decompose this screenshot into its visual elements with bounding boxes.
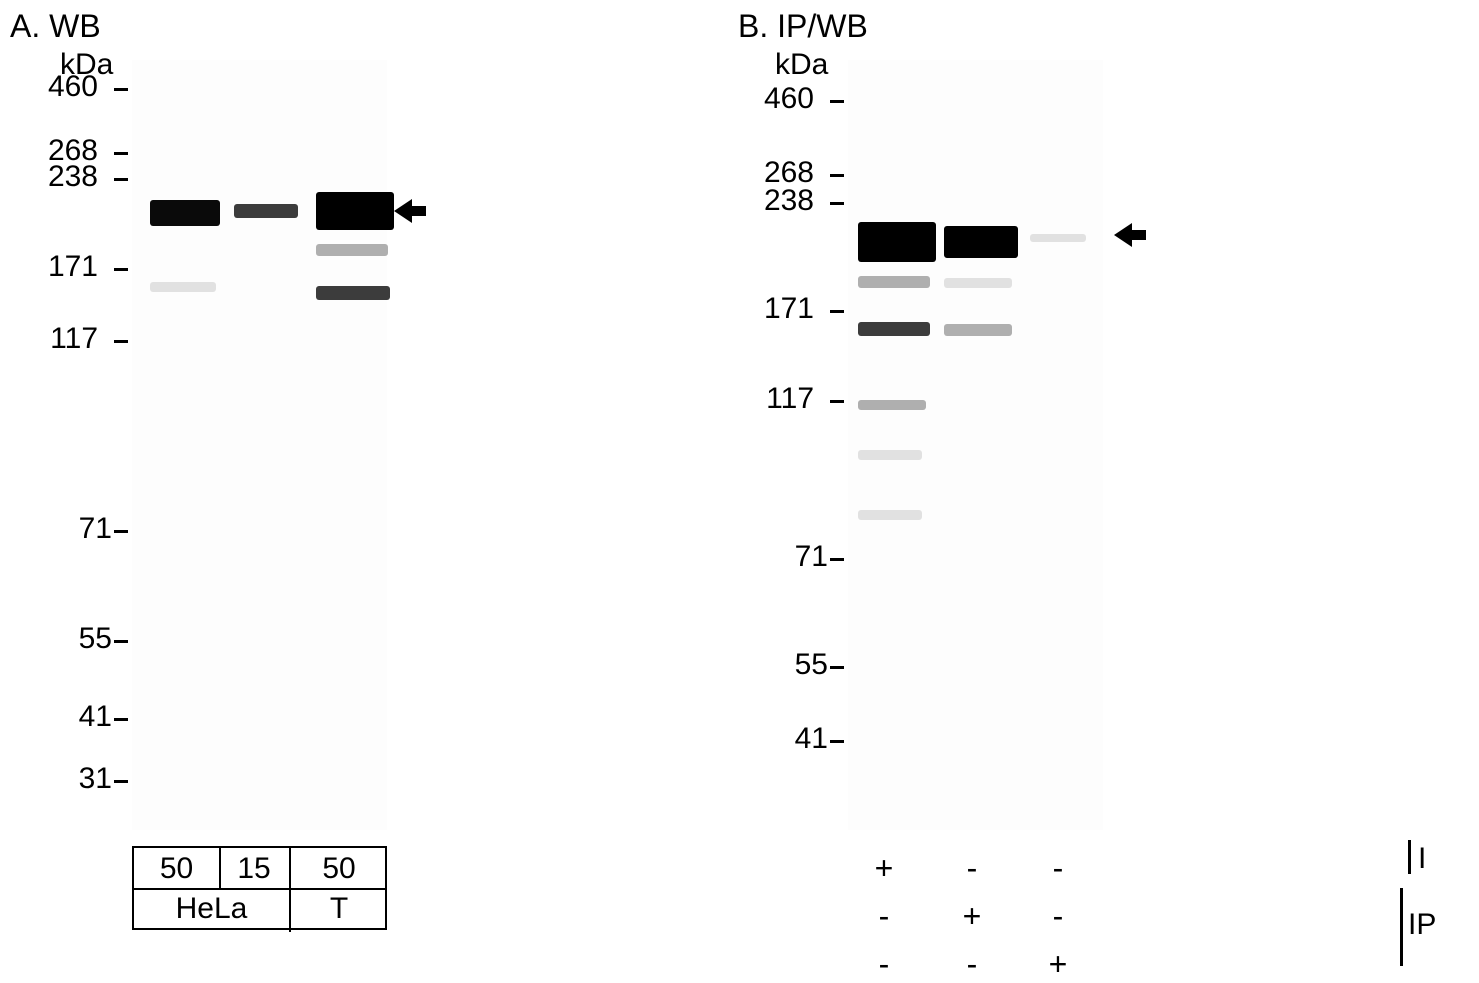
mw-marker-tick [830,400,844,403]
ip-indicator: - [869,946,899,983]
panel-a-arrow-icon [392,196,428,226]
mw-marker-label: 41 [768,722,828,756]
mw-marker-tick [114,340,128,343]
panel-a-lane2-load: 15 [219,852,289,886]
panel-a-sample-hela: HeLa [134,892,289,926]
mw-marker-label: 41 [52,700,112,734]
mw-marker-tick [830,558,844,561]
panel-b-bracket-ip [1400,888,1403,966]
mw-marker-tick [114,718,128,721]
mw-marker-tick [114,780,128,783]
ip-indicator: - [1043,898,1073,935]
mw-marker-label: 117 [754,382,814,416]
mw-marker-label: 171 [754,292,814,326]
panel-a-title: A. WB [10,8,101,45]
ip-indicator: + [957,898,987,935]
blot-band [858,510,922,520]
blot-band [944,324,1012,336]
mw-marker-label: 171 [38,250,98,284]
blot-band [150,200,220,226]
blot-band [944,226,1018,258]
panel-b-kda-label: kDa [775,48,828,82]
panel-a-lane-table: 50 15 50 HeLa T [132,846,387,930]
blot-band [858,276,930,288]
blot-band [316,286,390,300]
ip-indicator: - [957,850,987,887]
mw-marker-tick [830,174,844,177]
blot-band [858,222,936,262]
ip-indicator: - [957,946,987,983]
ip-indicator: - [1043,850,1073,887]
mw-marker-tick [830,666,844,669]
mw-marker-label: 117 [38,322,98,356]
mw-marker-tick [830,740,844,743]
mw-marker-tick [114,178,128,181]
mw-marker-label: 71 [52,512,112,546]
mw-marker-tick [114,152,128,155]
mw-marker-label: 460 [754,82,814,116]
mw-marker-label: 238 [38,160,98,194]
ip-indicator: + [1043,946,1073,983]
blot-band [234,204,298,218]
panel-b-title: B. IP/WB [738,8,868,45]
panel-b-label-input: I [1418,842,1426,876]
blot-band [150,282,216,292]
mw-marker-tick [114,530,128,533]
blot-band [316,244,388,256]
mw-marker-tick [830,100,844,103]
mw-marker-label: 55 [768,648,828,682]
blot-band [944,278,1012,288]
ip-indicator: + [869,850,899,887]
panel-a-blot [132,60,387,830]
mw-marker-tick [114,88,128,91]
panel-a-sample-t: T [289,892,389,926]
mw-marker-label: 71 [768,540,828,574]
ip-indicator: - [869,898,899,935]
panel-b-blot [848,60,1103,830]
mw-marker-tick [830,202,844,205]
mw-marker-label: 55 [52,622,112,656]
blot-band [858,322,930,336]
blot-band [858,450,922,460]
blot-band [1030,234,1086,242]
panel-b-label-ip: IP [1408,908,1436,942]
panel-a-lane1-load: 50 [134,852,219,886]
mw-marker-tick [830,310,844,313]
mw-marker-label: 238 [754,184,814,218]
mw-marker-label: 460 [38,70,98,104]
panel-b-bracket-input [1408,840,1411,874]
panel-b-arrow-icon [1112,220,1148,250]
mw-marker-tick [114,268,128,271]
panel-a-lane3-load: 50 [289,852,389,886]
blot-band [316,192,394,230]
mw-marker-label: 31 [52,762,112,796]
mw-marker-tick [114,640,128,643]
blot-band [858,400,926,410]
